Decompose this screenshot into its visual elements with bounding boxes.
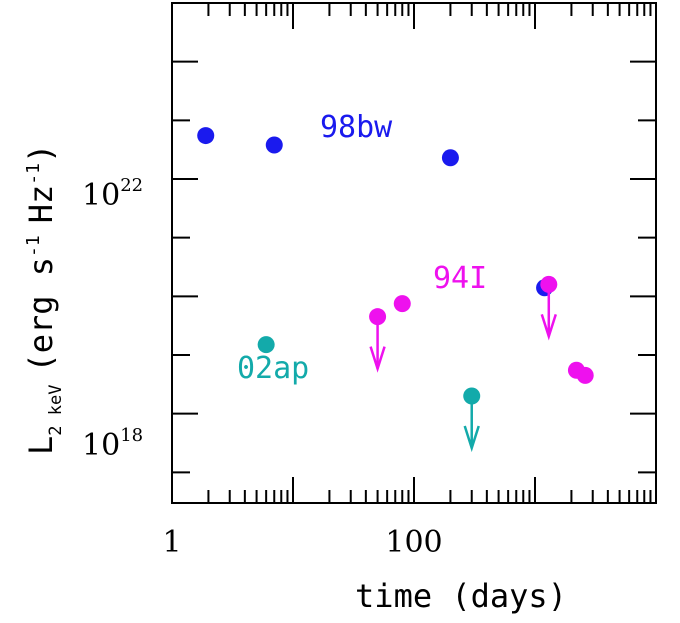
x-axis-title: time (days) bbox=[355, 577, 567, 615]
y-tick-label-1e22: 1022 bbox=[82, 175, 143, 213]
data-point bbox=[463, 387, 481, 405]
data-point bbox=[393, 295, 411, 313]
y-tick-label-1e18: 1018 bbox=[82, 425, 143, 463]
y-axis-title: L2 keV(erg s-1Hz-1) bbox=[22, 144, 66, 455]
upper-limit-arrowhead bbox=[463, 425, 480, 453]
data-point bbox=[441, 149, 459, 167]
upper-limit-arrowhead bbox=[369, 346, 386, 373]
data-point bbox=[257, 336, 275, 354]
data-point bbox=[576, 366, 594, 384]
series-label-98bw: 98bw bbox=[320, 110, 393, 145]
series-label-02ap: 02ap bbox=[237, 351, 309, 386]
x-tick-label-1: 1 bbox=[162, 525, 181, 560]
data-group bbox=[197, 127, 594, 453]
data-point bbox=[369, 308, 387, 326]
data-point bbox=[197, 127, 215, 145]
data-point bbox=[265, 136, 283, 154]
plot-frame bbox=[171, 2, 657, 504]
ticks-group bbox=[171, 2, 656, 503]
series-label-94I: 94I bbox=[433, 261, 487, 296]
upper-limit-arrowhead bbox=[540, 313, 557, 341]
data-point bbox=[540, 275, 558, 293]
x-tick-label-100: 100 bbox=[385, 525, 442, 560]
